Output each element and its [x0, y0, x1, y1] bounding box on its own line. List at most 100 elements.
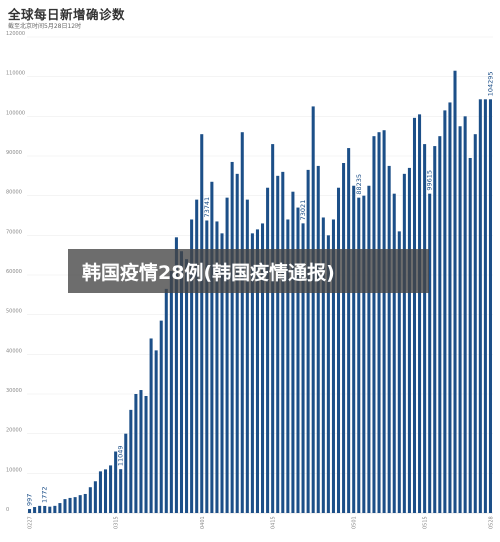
- y-tick-label: 80000: [6, 190, 22, 196]
- bar: [291, 191, 295, 513]
- bar: [144, 395, 148, 513]
- y-tick-label: 50000: [6, 309, 22, 315]
- bar: [190, 219, 194, 513]
- y-tick-label: 60000: [6, 269, 22, 275]
- bar: [210, 181, 214, 513]
- bar: [129, 409, 133, 513]
- bar: [174, 237, 178, 513]
- bar: [488, 99, 492, 514]
- y-tick-label: 120000: [6, 31, 25, 37]
- bar: [179, 251, 184, 513]
- chart-subtitle: 截至北京时间5月28日12时: [8, 23, 82, 30]
- y-tick-label: 90000: [6, 150, 22, 156]
- x-tick-label: 0501: [352, 516, 358, 529]
- bar: [230, 161, 234, 513]
- bar: [352, 185, 356, 513]
- bar: [331, 219, 335, 513]
- data-label: 99615: [426, 170, 434, 191]
- data-label: 104295: [486, 71, 494, 96]
- bar: [53, 505, 57, 513]
- bar: [63, 499, 67, 513]
- bar: [271, 144, 275, 513]
- bar: [98, 471, 102, 513]
- bar: [245, 199, 249, 513]
- bar: [443, 110, 447, 513]
- bar: [83, 493, 87, 513]
- bar: [68, 497, 72, 513]
- bar: [483, 99, 487, 514]
- bar: [357, 197, 361, 513]
- y-tick-label: 10000: [6, 467, 22, 473]
- bar: [58, 503, 62, 513]
- bar: [169, 271, 173, 513]
- bar: [195, 199, 199, 513]
- bar: [433, 146, 437, 513]
- bar: [276, 175, 280, 513]
- bar: [28, 509, 32, 513]
- bar: [387, 165, 391, 514]
- bar: [215, 221, 219, 513]
- bar: [296, 207, 300, 513]
- bar: [240, 132, 244, 513]
- bar: [418, 114, 422, 513]
- bar: [119, 469, 123, 513]
- bar: [33, 507, 37, 513]
- bar: [397, 231, 401, 513]
- data-label: 1772: [41, 486, 49, 503]
- bar: [159, 320, 163, 513]
- bar: [73, 497, 77, 513]
- x-tick-label: 0415: [271, 516, 277, 529]
- bar: [48, 506, 52, 513]
- bar: [336, 187, 341, 514]
- x-tick-label: 0401: [200, 516, 206, 529]
- data-label: 997: [26, 494, 34, 506]
- bar: [225, 197, 229, 513]
- bar: [342, 163, 346, 513]
- bar: [402, 173, 406, 513]
- bar: [473, 134, 477, 513]
- bar: [124, 433, 128, 513]
- y-tick-label: 110000: [6, 71, 25, 77]
- overlay-text: 韩国疫情28例(韩国疫情通报): [82, 261, 335, 284]
- x-tick-label: 0515: [423, 516, 429, 529]
- x-tick-label: 0315: [114, 516, 120, 529]
- bar: [164, 288, 168, 513]
- bar: [149, 338, 153, 513]
- bar: [412, 117, 417, 514]
- bar: [185, 259, 189, 513]
- x-tick-label: 0227: [28, 516, 34, 529]
- bar: [468, 157, 472, 514]
- bar: [261, 223, 265, 513]
- bar: [266, 187, 270, 514]
- bar: [235, 173, 239, 513]
- bar: [372, 136, 376, 514]
- x-tick-label: 0528: [488, 516, 494, 529]
- bar: [255, 229, 259, 513]
- bar: [362, 195, 366, 514]
- y-tick-label: 30000: [6, 388, 22, 394]
- bar: [205, 220, 209, 514]
- y-tick-label: 40000: [6, 348, 22, 354]
- chart-title: 全球每日新增确诊数: [8, 7, 126, 22]
- bar: [220, 233, 224, 513]
- bar: [109, 465, 113, 513]
- data-label: 73021: [299, 200, 307, 221]
- y-tick-label: 70000: [6, 229, 22, 235]
- bar: [38, 505, 42, 513]
- y-tick-label: 100000: [6, 110, 25, 116]
- bar: [301, 223, 305, 513]
- bar: [88, 487, 92, 513]
- bar: [321, 217, 325, 514]
- data-label: 88235: [355, 174, 363, 195]
- bar: [286, 219, 290, 513]
- data-label: 73741: [203, 197, 211, 218]
- bar: [382, 130, 386, 513]
- y-tick-label: 0: [6, 507, 9, 513]
- bar: [326, 235, 330, 513]
- bar: [392, 193, 396, 513]
- bar: [478, 99, 482, 514]
- bar: [367, 185, 371, 513]
- bar: [134, 394, 138, 513]
- bar: [377, 132, 381, 513]
